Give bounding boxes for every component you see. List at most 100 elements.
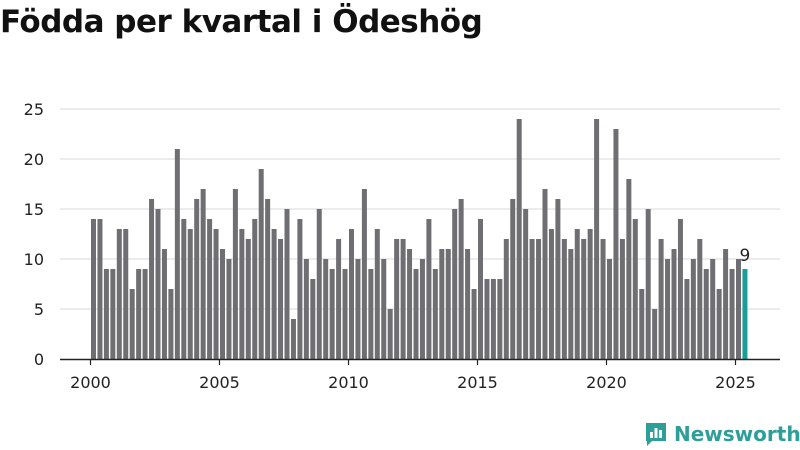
bar bbox=[258, 169, 264, 359]
bar bbox=[220, 249, 225, 359]
bar bbox=[232, 189, 238, 359]
bar bbox=[607, 259, 612, 359]
bar bbox=[149, 199, 155, 359]
x-tick-label: 2000 bbox=[70, 373, 111, 392]
x-tick-label: 2010 bbox=[328, 373, 369, 392]
bar bbox=[471, 289, 477, 359]
bar bbox=[278, 239, 284, 359]
bar bbox=[200, 189, 206, 359]
bar bbox=[723, 249, 729, 359]
bar bbox=[439, 249, 445, 359]
bar bbox=[574, 229, 580, 359]
bar bbox=[658, 239, 664, 359]
bar bbox=[303, 259, 309, 359]
bar bbox=[187, 229, 193, 359]
bar bbox=[110, 269, 116, 359]
bar bbox=[265, 199, 271, 359]
y-tick-label: 0 bbox=[34, 350, 44, 369]
bar bbox=[129, 289, 135, 359]
x-tick-label: 2005 bbox=[199, 373, 240, 392]
bar bbox=[381, 259, 387, 359]
bar bbox=[632, 219, 638, 359]
bar bbox=[465, 249, 471, 359]
bar bbox=[387, 309, 393, 359]
bar bbox=[349, 229, 354, 359]
bar bbox=[510, 199, 516, 359]
data-label-last: 9 bbox=[740, 246, 751, 266]
bar bbox=[374, 229, 380, 359]
x-axis-ticks: 2000 2005 2010 2015 2020 2025 bbox=[70, 359, 756, 392]
bar bbox=[245, 239, 251, 359]
bar bbox=[194, 199, 200, 359]
bar bbox=[142, 269, 148, 359]
y-tick-label: 5 bbox=[34, 300, 44, 319]
bar bbox=[213, 229, 219, 359]
bar bbox=[329, 269, 335, 359]
bar bbox=[639, 289, 645, 359]
bar bbox=[478, 219, 483, 359]
y-axis-tick-labels: 0 5 10 15 20 25 bbox=[24, 100, 44, 369]
bar bbox=[484, 279, 490, 359]
bar bbox=[271, 229, 277, 359]
bar bbox=[123, 229, 129, 359]
bar bbox=[181, 219, 187, 359]
bar bbox=[413, 269, 419, 359]
bar bbox=[690, 259, 696, 359]
bar bbox=[736, 259, 741, 359]
bar bbox=[155, 209, 161, 359]
bar bbox=[529, 239, 535, 359]
bar bbox=[523, 209, 529, 359]
bar bbox=[561, 239, 567, 359]
brand-name: Newsworthy bbox=[674, 422, 800, 446]
bar bbox=[394, 239, 400, 359]
bar bbox=[400, 239, 406, 359]
bar bbox=[226, 259, 232, 359]
bar bbox=[645, 209, 651, 359]
bar bbox=[136, 269, 142, 359]
bar bbox=[619, 239, 625, 359]
data-labels: 9 bbox=[740, 246, 751, 266]
bar bbox=[516, 119, 522, 359]
bar bbox=[684, 279, 690, 359]
bar bbox=[342, 269, 348, 359]
bar bbox=[671, 249, 677, 359]
bar bbox=[290, 319, 296, 359]
y-tick-label: 15 bbox=[24, 200, 44, 219]
bar bbox=[355, 259, 361, 359]
bar bbox=[103, 269, 109, 359]
newsworthy-logo-icon bbox=[646, 423, 666, 446]
bar bbox=[697, 239, 703, 359]
bar bbox=[665, 259, 671, 359]
bar bbox=[407, 249, 413, 359]
y-tick-label: 25 bbox=[24, 100, 44, 119]
bar bbox=[613, 129, 619, 359]
bar bbox=[426, 219, 432, 359]
bar bbox=[161, 249, 167, 359]
bar bbox=[91, 219, 96, 359]
bar bbox=[497, 279, 503, 359]
bar bbox=[445, 249, 451, 359]
bar bbox=[652, 309, 658, 359]
bar bbox=[284, 209, 290, 359]
bar bbox=[310, 279, 316, 359]
bar bbox=[710, 259, 716, 359]
bar bbox=[97, 219, 103, 359]
bar bbox=[368, 269, 374, 359]
bar bbox=[252, 219, 258, 359]
bar bbox=[600, 239, 606, 359]
bar bbox=[555, 199, 561, 359]
bar bbox=[174, 149, 180, 359]
bar bbox=[581, 239, 587, 359]
brand[interactable]: Newsworthy bbox=[644, 420, 800, 448]
bar bbox=[542, 189, 548, 359]
bar bbox=[716, 289, 722, 359]
y-tick-label: 20 bbox=[24, 150, 44, 169]
bar bbox=[316, 209, 322, 359]
bar bbox=[703, 269, 709, 359]
bar bbox=[458, 199, 464, 359]
bar bbox=[677, 219, 683, 359]
bar bbox=[536, 239, 542, 359]
y-tick-label: 10 bbox=[24, 250, 44, 269]
bar bbox=[168, 289, 174, 359]
